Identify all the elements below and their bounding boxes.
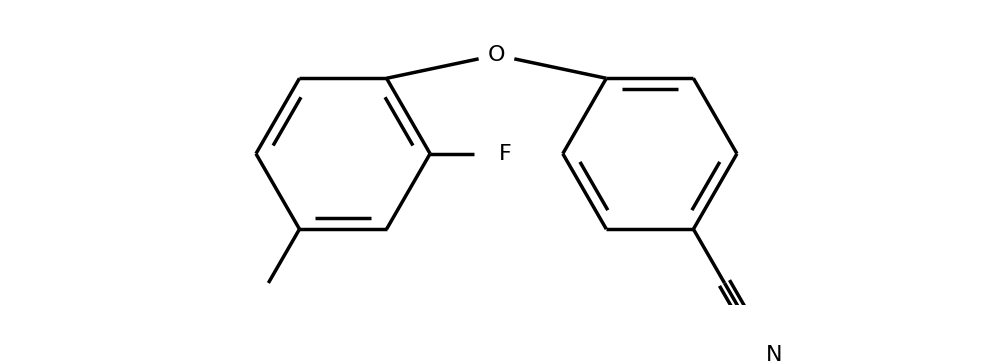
Text: F: F	[498, 144, 512, 164]
Text: O: O	[487, 45, 506, 65]
Text: N: N	[766, 345, 782, 364]
